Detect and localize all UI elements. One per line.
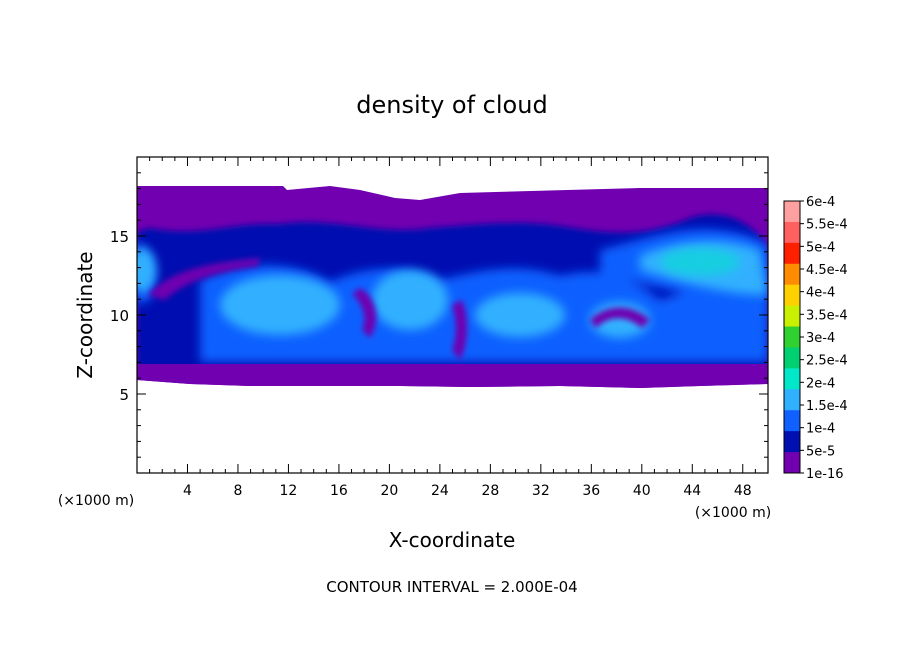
colorbar-label: 6e-4 [806, 195, 835, 210]
colorbar-swatch [784, 201, 800, 223]
colorbar-label: 1e-16 [806, 467, 844, 482]
x-axis-unit-left: (×1000 m) [58, 493, 134, 509]
x-axis-label: X-coordinate [389, 528, 516, 552]
x-tick-label: 16 [330, 483, 348, 499]
colorbar-swatch [784, 242, 800, 265]
colorbar-swatch [784, 347, 800, 369]
y-tick-label: 5 [119, 386, 129, 404]
x-tick-label: 28 [481, 483, 499, 499]
x-tick-label: 12 [280, 483, 298, 499]
cloud-core-edge [137, 248, 156, 292]
colorbar-label: 3e-4 [806, 331, 835, 346]
x-tick-label: 8 [233, 483, 242, 499]
colorbar-label: 2.5e-4 [806, 354, 848, 369]
cloud-intrusion-center [352, 288, 377, 338]
colorbar-label: 5e-4 [806, 240, 835, 255]
x-tick-label: 48 [734, 483, 752, 499]
cloud-intrusion-mid [452, 300, 468, 360]
colorbar-label: 4.5e-4 [806, 263, 848, 278]
x-tick-label: 20 [380, 483, 398, 499]
colorbar-swatch [784, 263, 800, 286]
colorbar-swatch [784, 410, 800, 432]
colorbar-label: 4e-4 [806, 286, 835, 301]
cloud-intrusion-left [148, 258, 260, 300]
y-tick-label: 15 [110, 228, 129, 246]
colorbar-swatch [784, 284, 800, 307]
contour-interval: CONTOUR INTERVAL = 2.000E-04 [326, 578, 577, 596]
x-tick-label: 24 [431, 483, 449, 499]
colorbar: 6e-4 5.5e-4 5e-4 4.5e-4 4e-4 3.5e-4 3e-4 2.5e-4… [783, 195, 848, 482]
colorbar-swatch [784, 326, 800, 348]
colorbar-swatch [784, 221, 800, 244]
colorbar-label: 5e-5 [806, 444, 835, 459]
cloud-core-left [220, 275, 340, 335]
colorbar-swatch [784, 452, 800, 474]
colorbar-label: 1.5e-4 [806, 399, 848, 414]
colorbar-label: 5.5e-4 [806, 218, 848, 233]
cloud-field [137, 186, 768, 388]
y-axis-label: Z-coordinate [73, 251, 97, 378]
colorbar-label: 3.5e-4 [806, 308, 848, 323]
x-tick-label: 32 [532, 483, 550, 499]
x-tick-label: 4 [183, 483, 192, 499]
cloud-core-mid [475, 293, 565, 337]
x-axis-unit-right: (×1000 m) [695, 505, 771, 521]
cloud-peak-upper-right [660, 248, 740, 276]
chart-title: density of cloud [356, 91, 547, 119]
x-tick-label: 40 [633, 483, 651, 499]
colorbar-swatch [784, 368, 800, 390]
x-tick-label: 36 [582, 483, 600, 499]
cloud-lower-edge [137, 364, 768, 388]
colorbar-swatch [784, 431, 800, 453]
colorbar-label: 1e-4 [806, 422, 835, 437]
cloud-intrusion-right [590, 307, 650, 328]
colorbar-swatch [784, 389, 800, 411]
y-tick-label: 10 [110, 307, 129, 325]
colorbar-swatch [784, 305, 800, 328]
colorbar-label: 2e-4 [806, 376, 835, 391]
x-tick-label: 44 [683, 483, 701, 499]
cloud-core-center [372, 270, 448, 330]
